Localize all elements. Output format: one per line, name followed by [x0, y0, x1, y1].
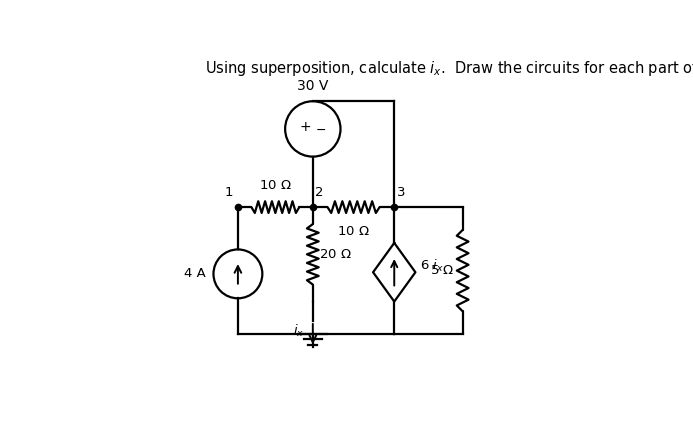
Text: 6 $i_x$: 6 $i_x$ — [420, 258, 444, 274]
Text: $i_x$: $i_x$ — [293, 323, 305, 339]
Text: 5 $\Omega$: 5 $\Omega$ — [430, 264, 455, 277]
Text: 3: 3 — [397, 186, 405, 199]
Text: 30 V: 30 V — [297, 79, 328, 93]
Text: 10 $\Omega$: 10 $\Omega$ — [259, 179, 292, 192]
Text: +: + — [300, 120, 311, 134]
Text: 10 $\Omega$: 10 $\Omega$ — [337, 225, 370, 238]
Text: 4 A: 4 A — [184, 267, 205, 280]
Text: Using superposition, calculate $i_x$.  Draw the circuits for each part of the su: Using superposition, calculate $i_x$. Dr… — [205, 59, 693, 78]
Text: 20 $\Omega$: 20 $\Omega$ — [319, 248, 352, 261]
Text: 2: 2 — [315, 186, 324, 199]
Text: −: − — [316, 124, 326, 137]
Text: 1: 1 — [225, 186, 233, 199]
